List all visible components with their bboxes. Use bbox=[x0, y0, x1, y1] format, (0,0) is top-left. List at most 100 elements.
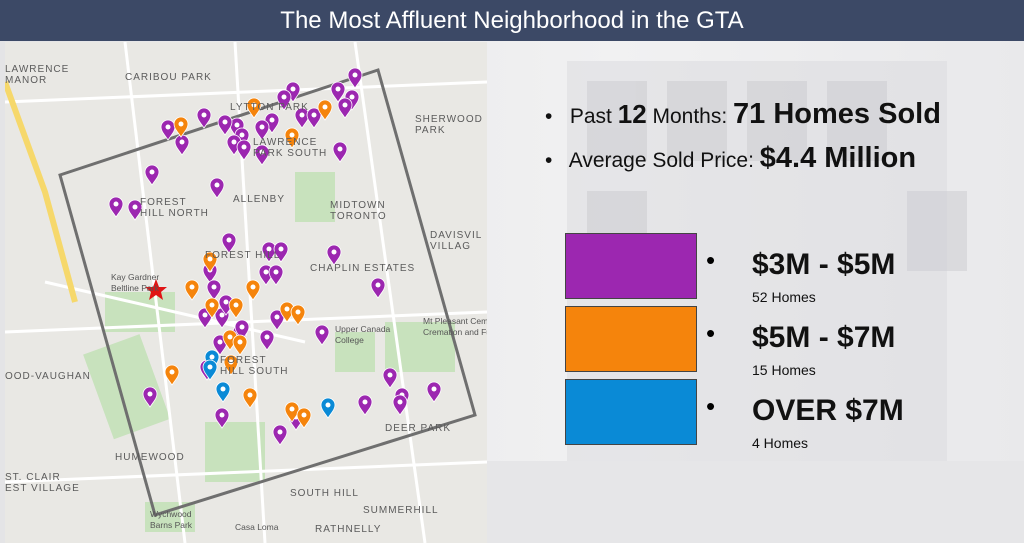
legend-swatch bbox=[565, 233, 697, 299]
map-pin bbox=[272, 424, 288, 446]
pin-dot bbox=[241, 144, 247, 150]
pin-body bbox=[245, 279, 261, 301]
pin-dot bbox=[342, 102, 348, 108]
map-label-line: TORONTO bbox=[330, 211, 387, 222]
map-label: LAWRENCE MANOR bbox=[5, 64, 69, 86]
legend-swatch bbox=[565, 379, 697, 445]
map-pin bbox=[268, 264, 284, 286]
pin-body bbox=[209, 177, 225, 199]
map-label: FOREST HILL SOUTH bbox=[220, 355, 289, 377]
pin-dot bbox=[397, 399, 403, 405]
pin-dot bbox=[178, 121, 184, 127]
map-label-line: ALLENBY bbox=[233, 194, 285, 205]
map-label-line: Mt Pleasant Cem bbox=[423, 316, 487, 326]
title-bar: The Most Affluent Neighborhood in the GT… bbox=[0, 0, 1024, 41]
map-pin bbox=[357, 394, 373, 416]
pin-dot bbox=[207, 256, 213, 262]
pin-dot bbox=[251, 102, 257, 108]
pin-dot bbox=[431, 386, 437, 392]
map-pin bbox=[259, 329, 275, 351]
map-label-line: RATHNELLY bbox=[315, 524, 381, 535]
pin-dot bbox=[211, 284, 217, 290]
pin-dot bbox=[220, 386, 226, 392]
map-pin bbox=[320, 397, 336, 419]
pin-body bbox=[202, 251, 218, 273]
legend-count: 52 Homes bbox=[752, 289, 816, 305]
pin-dot bbox=[189, 284, 195, 290]
map-pin bbox=[426, 381, 442, 403]
pin-dot bbox=[202, 312, 208, 318]
legend-range: $3M - $5M bbox=[752, 248, 896, 281]
pin-body bbox=[127, 199, 143, 221]
map-label-line: LAWRENCE bbox=[5, 64, 69, 75]
pin-dot bbox=[209, 302, 215, 308]
pin-dot bbox=[281, 94, 287, 100]
map-pin bbox=[370, 277, 386, 299]
map-pin bbox=[317, 99, 333, 121]
pin-dot bbox=[217, 339, 223, 345]
map-label-line: LYTTON PARK bbox=[230, 102, 309, 113]
pin-body bbox=[273, 241, 289, 263]
map-label-line: CHAPLIN ESTATES bbox=[310, 263, 415, 274]
bullet: • bbox=[706, 245, 716, 275]
bullet: • bbox=[706, 318, 716, 348]
map-label: Casa Loma bbox=[235, 522, 279, 532]
map-pin bbox=[144, 164, 160, 186]
map-label-line: PARK bbox=[415, 125, 446, 136]
map-pin bbox=[326, 244, 342, 266]
map-pin bbox=[392, 394, 408, 416]
map-pin bbox=[246, 97, 262, 119]
value: 71 Homes Sold bbox=[733, 98, 941, 130]
pin-body bbox=[269, 309, 285, 331]
map-pin bbox=[284, 127, 300, 149]
pin-body bbox=[268, 264, 284, 286]
legend-range: $5M - $7M bbox=[752, 321, 896, 354]
pin-dot bbox=[250, 284, 256, 290]
pin-body bbox=[317, 99, 333, 121]
pin-body bbox=[320, 397, 336, 419]
pin-dot bbox=[264, 334, 270, 340]
map-label: CHAPLIN ESTATES bbox=[310, 263, 415, 274]
map-label-line: SHERWOOD bbox=[415, 114, 483, 125]
pin-dot bbox=[228, 359, 234, 365]
pin-body bbox=[242, 387, 258, 409]
pin-dot bbox=[266, 246, 272, 252]
map-label-line: ST. CLAIR bbox=[5, 472, 61, 483]
map-label-line: MIDTOWN bbox=[330, 200, 386, 211]
map-pin bbox=[160, 119, 176, 141]
map-pin bbox=[332, 141, 348, 163]
pin-dot bbox=[362, 399, 368, 405]
pin-dot bbox=[301, 412, 307, 418]
map-pin bbox=[269, 309, 285, 331]
pin-dot bbox=[165, 124, 171, 130]
pin-dot bbox=[319, 329, 325, 335]
pin-dot bbox=[226, 237, 232, 243]
map-pin bbox=[223, 354, 239, 376]
pin-dot bbox=[209, 354, 215, 360]
pin-dot bbox=[278, 246, 284, 252]
value: $4.4 Million bbox=[759, 142, 917, 174]
map-pin bbox=[245, 279, 261, 301]
pin-dot bbox=[274, 314, 280, 320]
map-label-line: FOREST HILL bbox=[205, 250, 280, 261]
map-pin bbox=[296, 407, 312, 429]
pin-body bbox=[232, 334, 248, 356]
pin-body bbox=[330, 81, 346, 103]
map-label: DAVISVIL VILLAG bbox=[430, 230, 482, 252]
map-label: OOD-VAUGHAN bbox=[5, 371, 91, 382]
pin-dot bbox=[237, 339, 243, 345]
pin-dot bbox=[375, 282, 381, 288]
map-label-line: VILLAG bbox=[430, 241, 471, 252]
map-pin bbox=[164, 364, 180, 386]
pin-body bbox=[223, 354, 239, 376]
pin-dot bbox=[132, 204, 138, 210]
map-label-line: LAWRENCE bbox=[253, 137, 317, 148]
map-label: ALLENBY bbox=[233, 194, 285, 205]
map-label: DEER PARK bbox=[385, 423, 451, 434]
pin-body bbox=[173, 116, 189, 138]
map-label-line: Upper Canada bbox=[335, 324, 391, 334]
title: The Most Affluent Neighborhood in the GT… bbox=[280, 7, 744, 34]
map-pin bbox=[236, 139, 252, 161]
